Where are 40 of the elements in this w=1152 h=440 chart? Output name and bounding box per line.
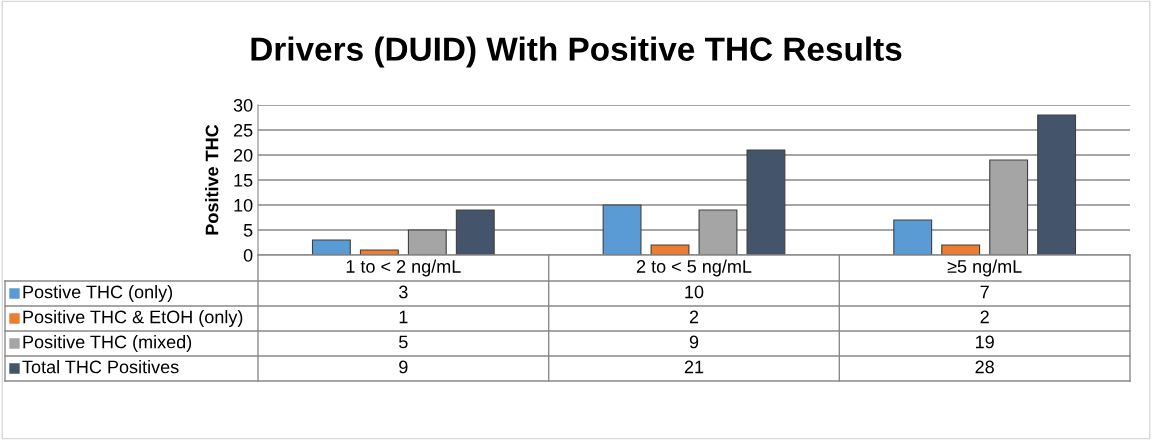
y-tick-label: 15	[234, 174, 253, 187]
y-tick-label: 25	[233, 123, 253, 137]
bar	[359, 249, 399, 255]
data-label: 28	[975, 360, 994, 374]
bar	[698, 209, 738, 255]
bar	[941, 244, 981, 255]
data-label: 7	[980, 285, 989, 299]
legend-label: Total THC Positives	[22, 360, 179, 374]
data-label: 9	[399, 360, 408, 374]
data-label: 19	[976, 335, 994, 349]
bar	[311, 239, 351, 255]
y-tick-label: 30	[233, 98, 253, 112]
y-axis-title: Positive THC	[205, 124, 219, 235]
y-tick-label: 10	[234, 198, 253, 212]
chart-title: Drivers (DUID) With Positive THC Results	[251, 36, 902, 68]
y-tick-label: 20	[233, 148, 253, 162]
bar	[602, 204, 642, 255]
bar	[893, 219, 933, 255]
bar	[746, 149, 786, 255]
legend-label: Positive THC (mixed)	[23, 335, 192, 352]
data-label: 3	[399, 285, 408, 299]
data-label: 2	[689, 310, 699, 324]
y-tick-label: 0	[243, 248, 253, 262]
bar	[1037, 114, 1077, 255]
data-label: 1	[399, 310, 408, 324]
bar	[989, 159, 1029, 255]
data-label: 9	[689, 335, 699, 349]
legend-label: Positive THC & EtOH (only)	[23, 310, 243, 327]
x-tick-label: 1 to < 2 ng/mL	[346, 259, 461, 277]
x-tick-label: 2 to < 5 ng/mL	[636, 259, 752, 277]
x-tick-label: ≥5 ng/mL	[947, 259, 1022, 277]
data-label: 21	[684, 360, 704, 374]
legend-label: Postive THC (only)	[23, 285, 173, 302]
data-label: 10	[685, 285, 704, 299]
bar	[650, 244, 690, 255]
y-tick-label: 5	[243, 224, 253, 237]
data-label: 5	[399, 335, 408, 349]
bar	[455, 209, 495, 255]
data-label: 2	[980, 310, 989, 324]
bar	[407, 229, 447, 255]
